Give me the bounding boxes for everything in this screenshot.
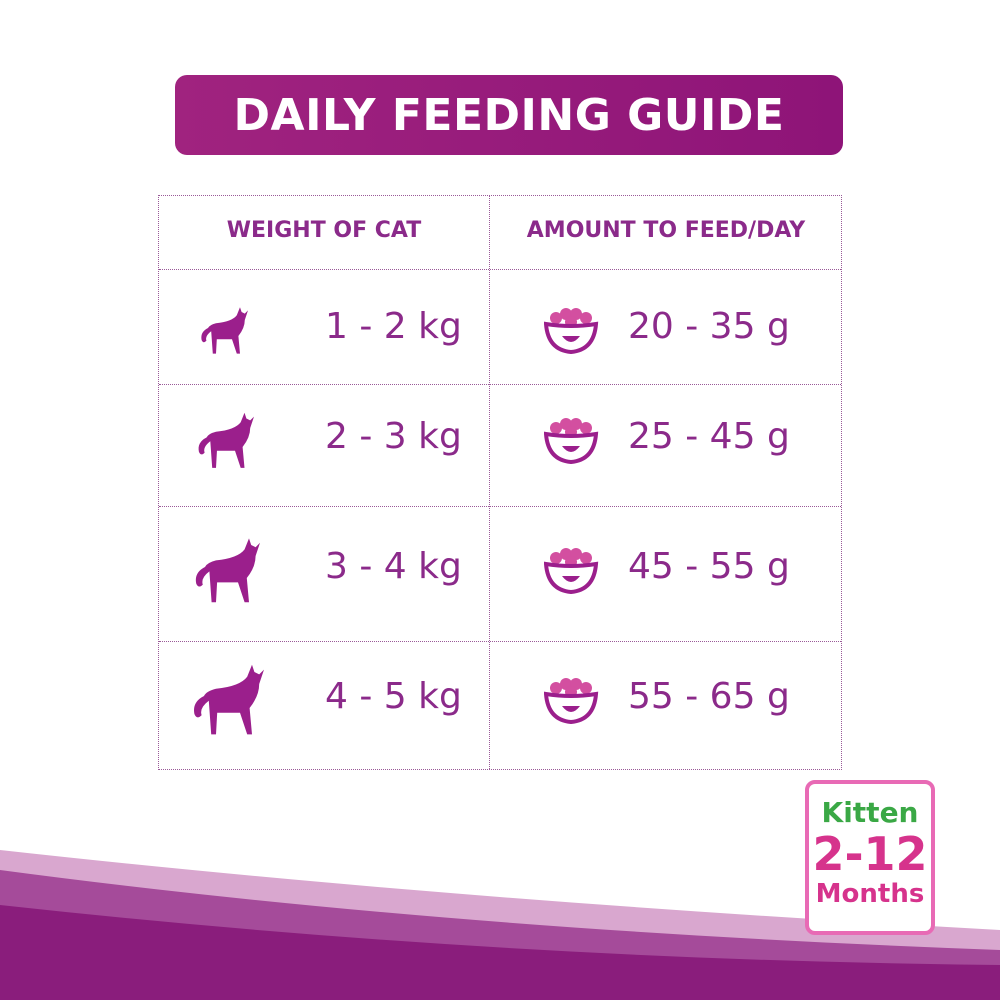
row-divider [159,641,841,642]
row-divider [159,506,841,507]
bowl-icon [544,678,599,725]
row-divider [159,384,841,385]
column-divider [489,196,490,769]
badge-range: 2-12 [812,827,928,881]
cat-icon [194,665,264,735]
cat-icon [198,412,254,468]
cat-icon [201,306,248,354]
cat-weight: 4 - 5 kg [325,676,462,717]
title-bar: DAILY FEEDING GUIDE [175,75,843,155]
badge-label: Kitten [821,796,919,829]
bowl-icon [544,548,599,595]
kitten-badge: Kitten 2-12 Months [805,780,935,935]
row-divider [159,269,841,270]
column-header: AMOUNT TO FEED/DAY [526,218,806,243]
column-header: WEIGHT OF CAT [226,218,422,243]
title: DAILY FEEDING GUIDE [233,89,785,141]
cat-weight: 2 - 3 kg [325,416,462,457]
badge-unit: Months [815,879,925,909]
cat-weight: 3 - 4 kg [325,546,462,587]
bowl-icon [544,308,599,355]
cat-weight: 1 - 2 kg [325,306,462,347]
feed-amount: 45 - 55 g [628,546,790,587]
cat-icon [195,538,260,602]
feed-amount: 20 - 35 g [628,306,790,347]
feed-amount: 25 - 45 g [628,416,790,457]
feeding-table: WEIGHT OF CAT AMOUNT TO FEED/DAY [158,195,842,770]
bowl-icon [544,418,599,465]
feed-amount: 55 - 65 g [628,676,790,717]
